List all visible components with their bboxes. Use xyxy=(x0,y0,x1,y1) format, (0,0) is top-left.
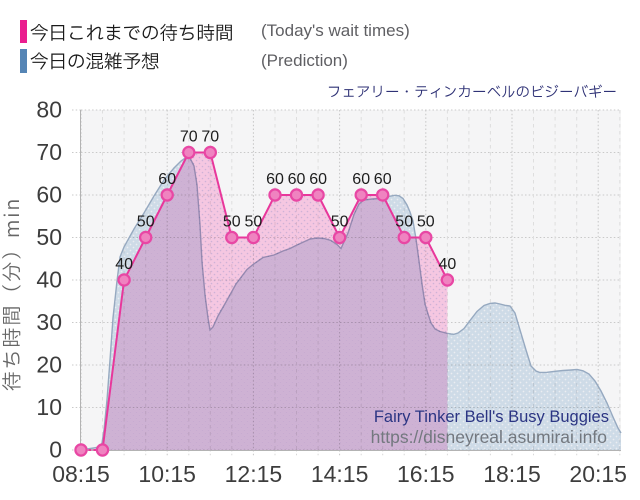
svg-text:30: 30 xyxy=(36,309,62,335)
svg-text:20: 20 xyxy=(36,351,62,377)
svg-text:60: 60 xyxy=(309,171,327,188)
svg-text:60: 60 xyxy=(352,171,370,188)
svg-text:50: 50 xyxy=(245,214,263,231)
svg-text:60: 60 xyxy=(36,181,62,207)
svg-text:(Today's wait times): (Today's wait times) xyxy=(261,21,410,40)
svg-text:10:15: 10:15 xyxy=(138,461,196,487)
svg-text:60: 60 xyxy=(266,171,284,188)
svg-text:40: 40 xyxy=(36,266,62,292)
svg-text:16:15: 16:15 xyxy=(397,461,455,487)
svg-text:80: 80 xyxy=(36,96,62,122)
svg-text:08:15: 08:15 xyxy=(52,461,110,487)
svg-text:14:15: 14:15 xyxy=(311,461,369,487)
svg-text:50: 50 xyxy=(331,214,349,231)
svg-text:70: 70 xyxy=(36,139,62,165)
svg-text:50: 50 xyxy=(417,214,435,231)
svg-text:12:15: 12:15 xyxy=(225,461,283,487)
svg-text:70: 70 xyxy=(180,129,198,146)
svg-text:0: 0 xyxy=(49,436,62,462)
svg-text:50: 50 xyxy=(36,224,62,250)
svg-text:18:15: 18:15 xyxy=(483,461,541,487)
svg-text:60: 60 xyxy=(374,171,392,188)
svg-text:10: 10 xyxy=(36,394,62,420)
svg-text:https://disneyreal.asumirai.in: https://disneyreal.asumirai.info xyxy=(371,427,607,447)
svg-text:40: 40 xyxy=(115,256,133,273)
svg-text:60: 60 xyxy=(288,171,306,188)
svg-text:40: 40 xyxy=(439,256,457,273)
svg-text:Fairy Tinker Bell's Busy Buggi: Fairy Tinker Bell's Busy Buggies xyxy=(374,408,609,426)
svg-text:60: 60 xyxy=(158,171,176,188)
svg-text:50: 50 xyxy=(395,214,413,231)
svg-text:70: 70 xyxy=(201,129,219,146)
svg-text:50: 50 xyxy=(223,214,241,231)
svg-text:50: 50 xyxy=(137,214,155,231)
svg-text:20:15: 20:15 xyxy=(569,461,627,487)
svg-text:(Prediction): (Prediction) xyxy=(261,51,348,70)
